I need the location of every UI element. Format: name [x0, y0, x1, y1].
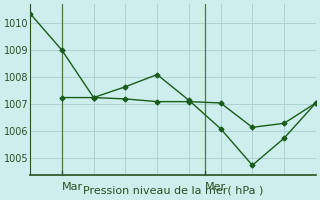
Text: Mar: Mar	[62, 182, 83, 192]
X-axis label: Pression niveau de la mer( hPa ): Pression niveau de la mer( hPa )	[83, 186, 263, 196]
Text: Mer: Mer	[205, 182, 226, 192]
